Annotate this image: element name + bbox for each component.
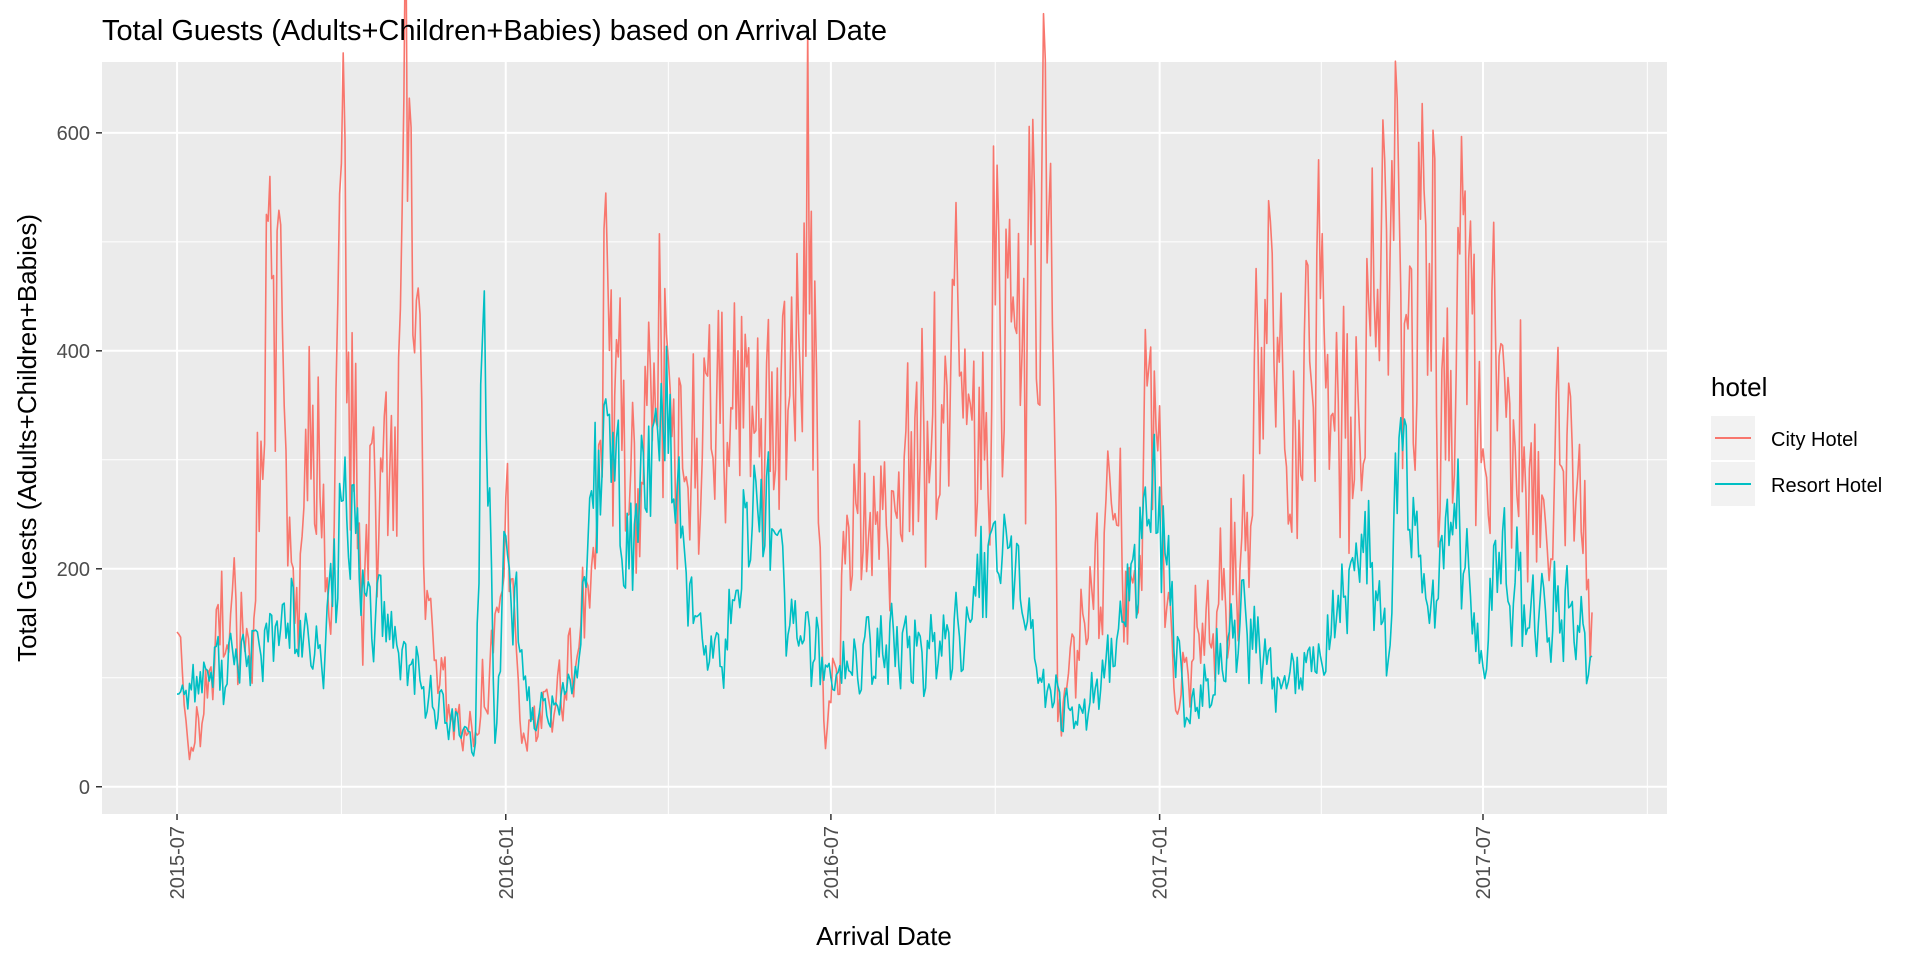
axis-ticks [96, 132, 1484, 820]
grid-major [102, 62, 1667, 814]
x-tick-label: 2017-07 [1473, 826, 1495, 899]
x-tick-label: 2017-01 [1150, 826, 1172, 899]
series-line-city-hotel [176, 0, 1593, 761]
legend: hotel City Hotel Resort Hotel [1711, 372, 1882, 506]
series-line-resort-hotel [176, 290, 1593, 757]
grid-minor [102, 62, 1667, 814]
axis-tick-labels: 0 200 400 600 2015-07 2016-01 2016-07 2017-01 20… [57, 123, 1495, 900]
legend-label-city-hotel: City Hotel [1771, 429, 1858, 451]
x-tick-label: 2015-07 [167, 826, 189, 899]
x-tick-label: 2016-01 [496, 826, 518, 899]
series-layer [176, 0, 1593, 761]
y-tick-label: 400 [57, 341, 90, 363]
y-tick-label: 0 [79, 777, 90, 799]
x-axis-title: Arrival Date [816, 921, 952, 951]
y-axis-title: Total Guests (Adults+Children+Babies) [12, 214, 42, 662]
y-tick-label: 200 [57, 559, 90, 581]
x-tick-label: 2016-07 [821, 826, 843, 899]
chart-title: Total Guests (Adults+Children+Babies) ba… [102, 15, 887, 47]
legend-title: hotel [1711, 372, 1767, 402]
y-tick-label: 600 [57, 123, 90, 145]
legend-label-resort-hotel: Resort Hotel [1771, 475, 1882, 497]
